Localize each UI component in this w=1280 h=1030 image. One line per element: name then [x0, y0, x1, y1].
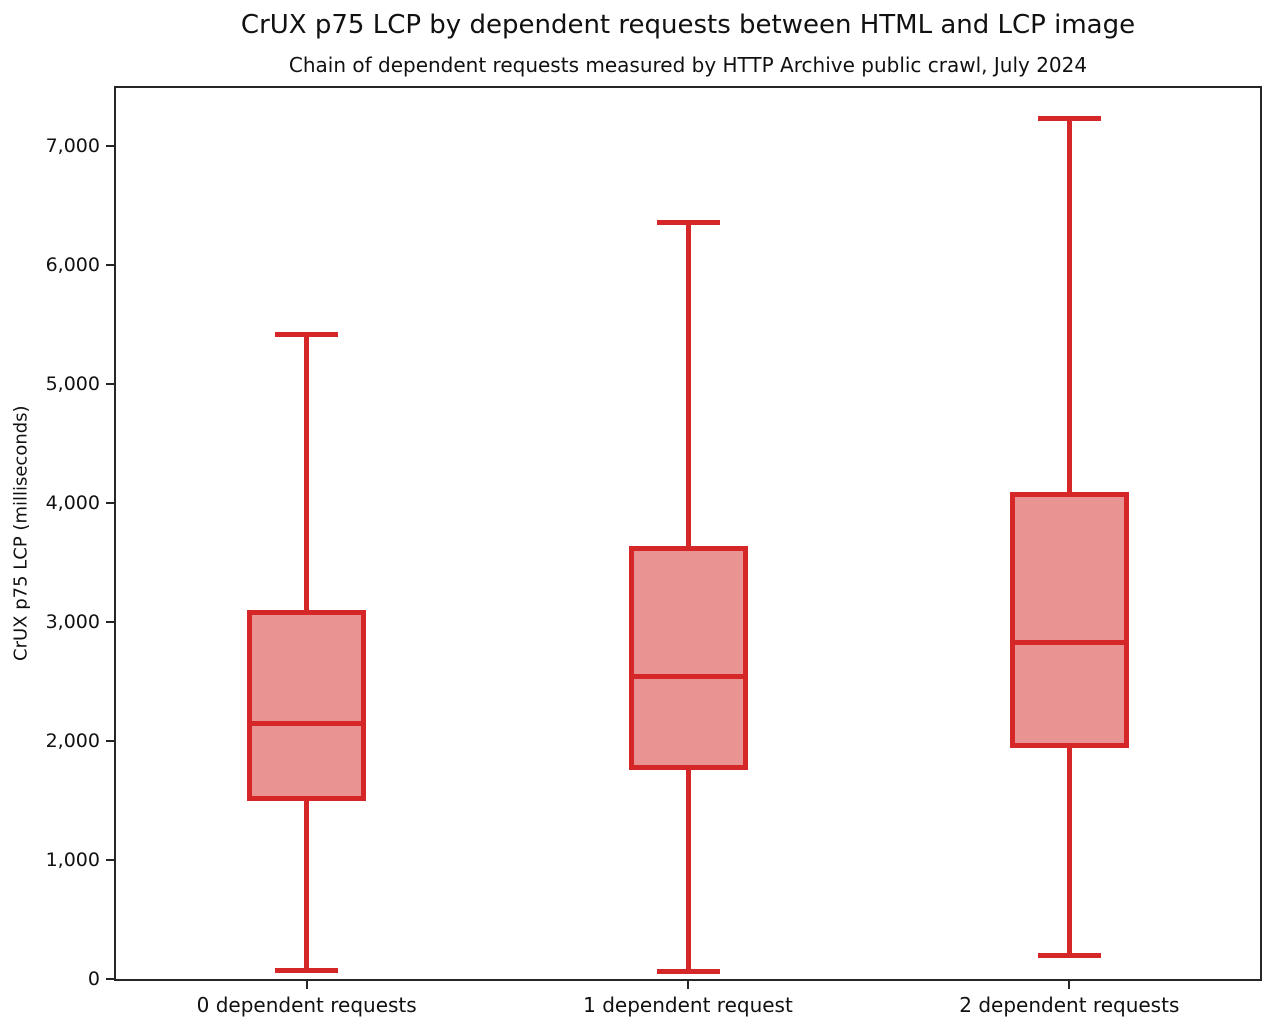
y-tick-mark — [106, 740, 114, 743]
y-tick-mark — [106, 502, 114, 505]
whisker-upper-1-dependent-request — [685, 222, 691, 549]
chart-title: CrUX p75 LCP by dependent requests betwe… — [240, 10, 1136, 40]
whisker-cap-lower-2-dependent-requests — [1037, 952, 1101, 958]
whisker-cap-lower-1-dependent-request — [656, 969, 720, 975]
y-tick-label: 5,000 — [45, 373, 100, 396]
y-axis-label: CrUX p75 LCP (milliseconds) — [10, 405, 32, 662]
y-tick-label: 6,000 — [45, 254, 100, 277]
y-tick-mark — [106, 383, 114, 386]
x-tick-mark — [305, 981, 308, 989]
y-tick-label: 1,000 — [45, 849, 100, 872]
plot-area — [106, 86, 1262, 989]
whisker-cap-upper-2-dependent-requests — [1037, 116, 1101, 122]
x-tick-label-1-dependent-request: 1 dependent request — [583, 993, 793, 1017]
whisker-cap-upper-1-dependent-request — [656, 219, 720, 225]
y-tick-label: 2,000 — [45, 730, 100, 753]
whisker-lower-2-dependent-requests — [1066, 745, 1072, 956]
y-tick-mark — [106, 859, 114, 862]
chart-subtitle: Chain of dependent requests measured by … — [288, 53, 1088, 77]
y-tick-mark — [106, 264, 114, 267]
x-tick-label-0-dependent-requests: 0 dependent requests — [196, 993, 417, 1017]
median-0-dependent-requests — [247, 720, 367, 726]
y-tick-label: 3,000 — [45, 611, 100, 634]
whisker-cap-lower-0-dependent-requests — [275, 968, 339, 974]
box-2-dependent-requests — [1009, 492, 1129, 749]
y-tick-label: 4,000 — [45, 492, 100, 515]
box-0-dependent-requests — [247, 610, 367, 801]
whisker-cap-upper-0-dependent-requests — [275, 331, 339, 337]
whisker-upper-2-dependent-requests — [1066, 118, 1072, 495]
y-tick-mark — [106, 621, 114, 624]
y-tick-mark — [106, 145, 114, 148]
x-tick-mark — [1068, 981, 1071, 989]
y-tick-label: 0 — [87, 968, 100, 990]
x-tick-mark — [687, 981, 689, 989]
median-1-dependent-request — [628, 674, 748, 680]
whisker-lower-1-dependent-request — [685, 767, 691, 972]
box-1-dependent-request — [628, 545, 748, 770]
y-tick-label: 7,000 — [45, 135, 100, 158]
median-2-dependent-requests — [1009, 639, 1129, 645]
x-tick-label-2-dependent-requests: 2 dependent requests — [959, 993, 1180, 1017]
y-tick-mark — [106, 978, 114, 980]
whisker-lower-0-dependent-requests — [304, 798, 310, 971]
whisker-upper-0-dependent-requests — [304, 334, 310, 613]
